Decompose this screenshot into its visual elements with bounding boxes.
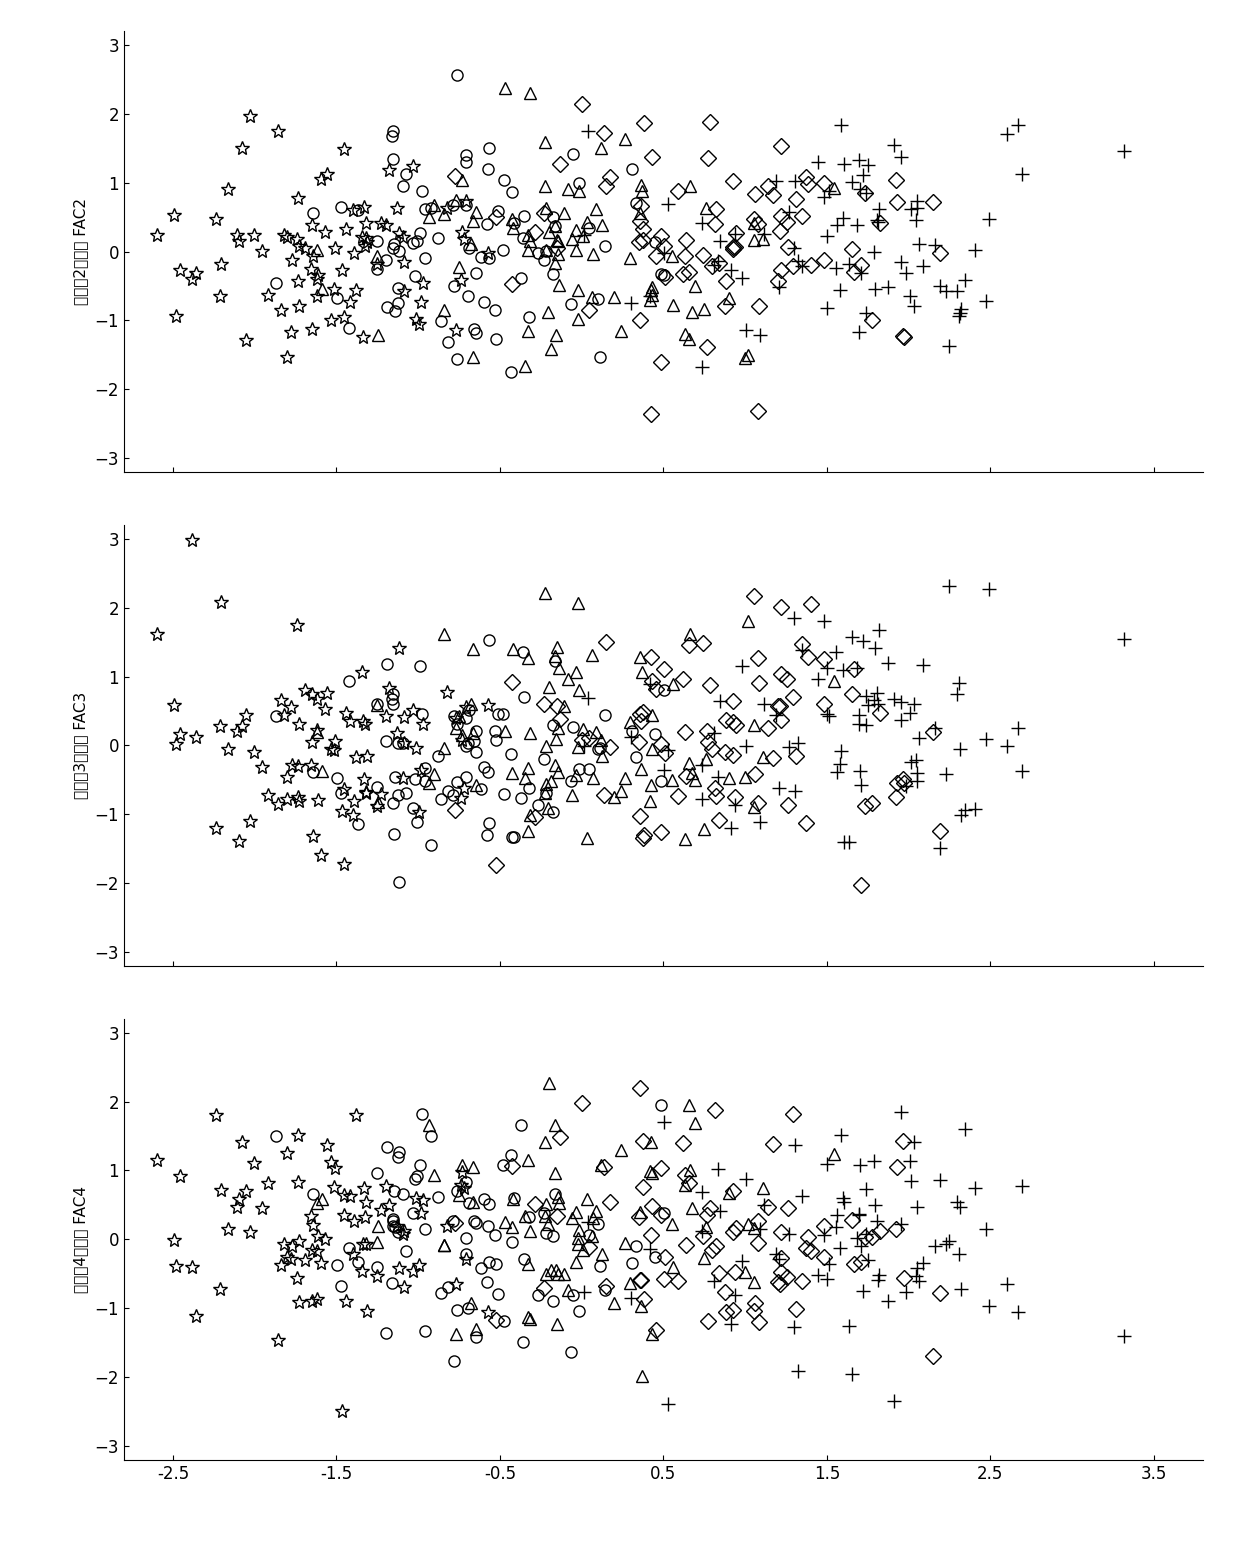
- Y-axis label: 主成分3的得分 FAC3: 主成分3的得分 FAC3: [73, 691, 88, 800]
- Y-axis label: 主成分2的得分 FAC2: 主成分2的得分 FAC2: [73, 199, 88, 304]
- Y-axis label: 主成分4的得分 FAC4: 主成分4的得分 FAC4: [73, 1186, 88, 1292]
